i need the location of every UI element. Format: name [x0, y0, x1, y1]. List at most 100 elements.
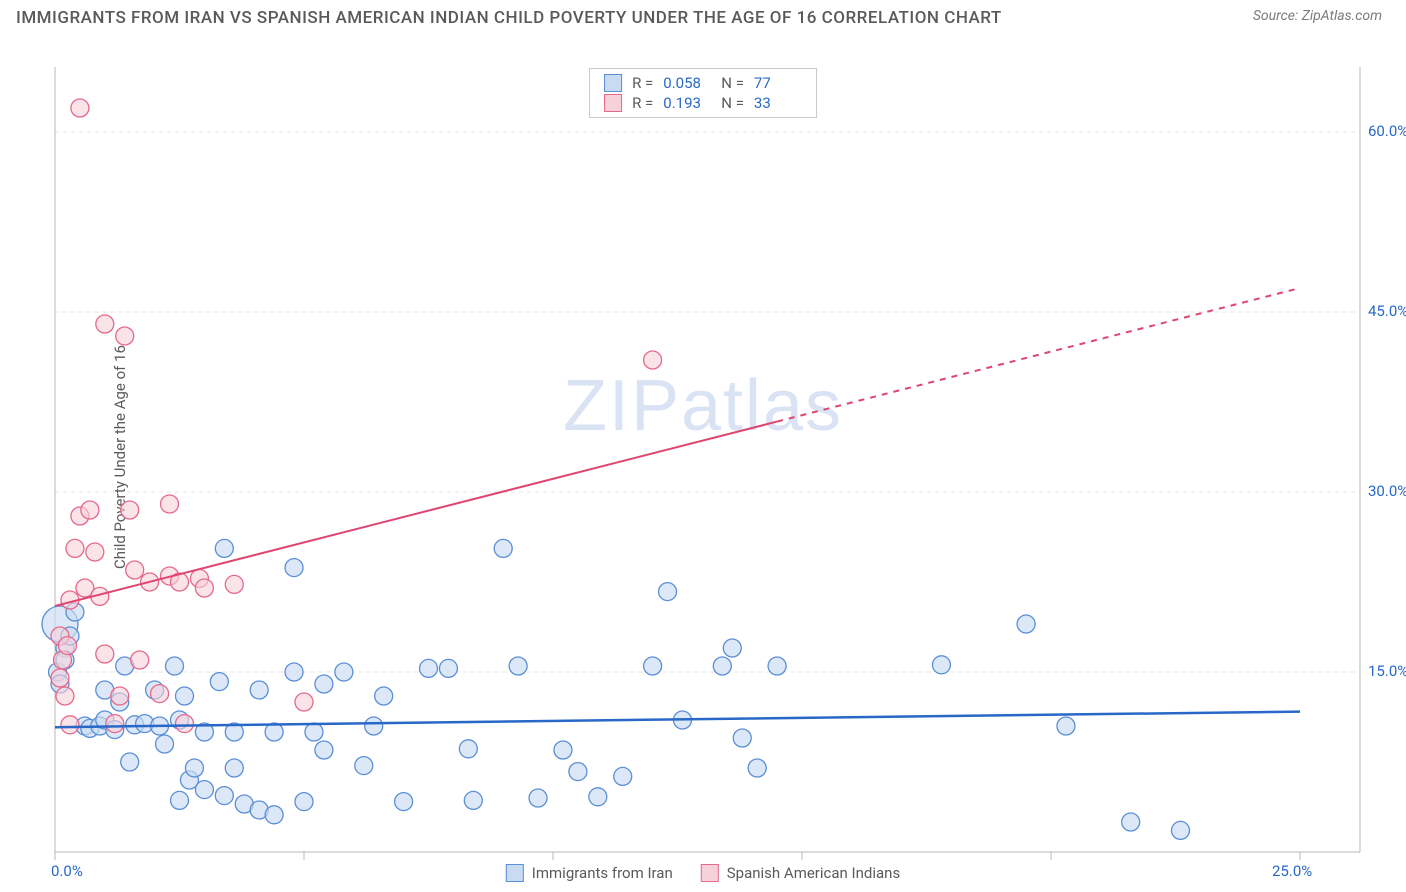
stats-row: R = 0.193 N = 33 [604, 93, 802, 113]
scatter-point [250, 681, 268, 699]
series-swatch [604, 94, 622, 112]
series-swatch [701, 864, 719, 882]
scatter-point [932, 656, 950, 674]
scatter-point [166, 657, 184, 675]
scatter-point [215, 539, 233, 557]
scatter-point [395, 793, 413, 811]
scatter-point [554, 741, 572, 759]
n-value: 77 [754, 74, 802, 92]
scatter-chart [0, 32, 1406, 882]
source-label: Source: [1253, 8, 1298, 24]
scatter-point [659, 583, 677, 601]
n-label: N = [721, 94, 744, 112]
trend-line-dashed [777, 288, 1300, 422]
scatter-point [285, 663, 303, 681]
scatter-point [748, 759, 766, 777]
scatter-point [116, 327, 134, 345]
scatter-point [335, 663, 353, 681]
scatter-point [295, 693, 313, 711]
y-tick-label: 45.0% [1368, 302, 1406, 320]
scatter-point [768, 657, 786, 675]
scatter-point [1171, 821, 1189, 839]
scatter-point [713, 657, 731, 675]
scatter-point [131, 651, 149, 669]
bottom-legend: Immigrants from Iran Spanish American Ind… [506, 864, 900, 882]
scatter-point [195, 579, 213, 597]
scatter-point [71, 99, 89, 117]
scatter-point [644, 657, 662, 675]
n-label: N = [721, 74, 744, 92]
scatter-point [589, 788, 607, 806]
y-tick-label: 15.0% [1368, 662, 1406, 680]
scatter-point [365, 717, 383, 735]
scatter-point [96, 645, 114, 663]
scatter-point [171, 791, 189, 809]
scatter-point [106, 715, 124, 733]
scatter-point [86, 543, 104, 561]
series-swatch [506, 864, 524, 882]
y-tick-label: 60.0% [1368, 122, 1406, 140]
scatter-point [420, 659, 438, 677]
scatter-point [285, 559, 303, 577]
scatter-point [185, 759, 203, 777]
n-value: 33 [754, 94, 802, 112]
scatter-point [121, 501, 139, 519]
chart-container: Child Poverty Under the Age of 16 ZIPatl… [0, 32, 1406, 882]
scatter-point [494, 539, 512, 557]
scatter-point [295, 793, 313, 811]
scatter-point [156, 735, 174, 753]
scatter-point [161, 495, 179, 513]
scatter-point [81, 501, 99, 519]
scatter-point [375, 687, 393, 705]
scatter-point [509, 657, 527, 675]
r-value: 0.193 [663, 94, 711, 112]
r-label: R = [632, 94, 653, 112]
scatter-point [644, 351, 662, 369]
scatter-point [61, 716, 79, 734]
legend-item: Immigrants from Iran [506, 864, 673, 882]
scatter-point [225, 575, 243, 593]
scatter-point [175, 687, 193, 705]
scatter-point [225, 759, 243, 777]
source-value: ZipAtlas.com [1302, 8, 1382, 24]
scatter-point [175, 715, 193, 733]
scatter-point [210, 673, 228, 691]
scatter-point [111, 687, 129, 705]
scatter-point [614, 767, 632, 785]
x-tick-label: 0.0% [51, 862, 83, 880]
scatter-point [121, 753, 139, 771]
source-attribution: Source: ZipAtlas.com [1253, 8, 1382, 24]
scatter-point [569, 763, 587, 781]
scatter-point [195, 781, 213, 799]
chart-title: IMMIGRANTS FROM IRAN VS SPANISH AMERICAN… [16, 8, 1002, 28]
scatter-point [305, 723, 323, 741]
scatter-point [355, 757, 373, 775]
scatter-point [151, 685, 169, 703]
scatter-point [529, 789, 547, 807]
scatter-point [464, 791, 482, 809]
chart-header: IMMIGRANTS FROM IRAN VS SPANISH AMERICAN… [0, 0, 1406, 32]
trend-line [55, 422, 777, 606]
scatter-point [265, 806, 283, 824]
scatter-point [315, 741, 333, 759]
stats-row: R = 0.058 N = 77 [604, 73, 802, 93]
r-label: R = [632, 74, 653, 92]
scatter-point [56, 687, 74, 705]
legend-label: Spanish American Indians [727, 864, 900, 882]
stats-box: R = 0.058 N = 77 R = 0.193 N = 33 [589, 68, 817, 118]
scatter-point [126, 561, 144, 579]
scatter-point [66, 539, 84, 557]
legend-item: Spanish American Indians [701, 864, 900, 882]
scatter-point [51, 669, 69, 687]
legend-label: Immigrants from Iran [532, 864, 673, 882]
scatter-point [1122, 813, 1140, 831]
scatter-point [459, 740, 477, 758]
scatter-point [1017, 615, 1035, 633]
scatter-point [733, 729, 751, 747]
scatter-point [96, 315, 114, 333]
y-tick-label: 30.0% [1368, 482, 1406, 500]
series-swatch [604, 74, 622, 92]
scatter-point [58, 637, 76, 655]
r-value: 0.058 [663, 74, 711, 92]
x-tick-label: 25.0% [1272, 862, 1312, 880]
